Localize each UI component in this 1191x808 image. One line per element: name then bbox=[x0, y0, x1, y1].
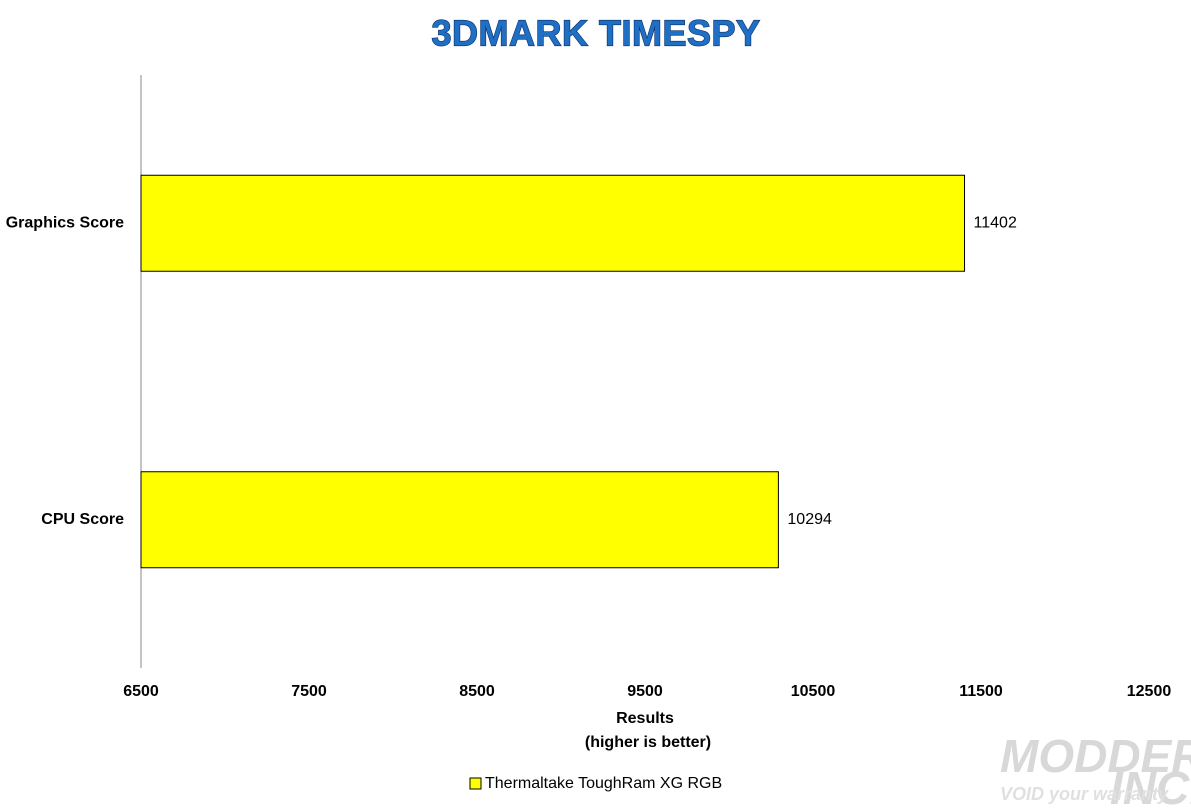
bar bbox=[140, 471, 779, 569]
x-tick-label: 9500 bbox=[627, 683, 663, 700]
x-tick-label: 11500 bbox=[959, 683, 1003, 700]
data-label: 10294 bbox=[787, 511, 832, 528]
bar bbox=[140, 174, 966, 272]
watermark: VOID your warranty bbox=[1000, 784, 1169, 804]
data-label: 11402 bbox=[974, 214, 1017, 231]
x-axis-note: (higher is better) bbox=[585, 734, 711, 751]
x-axis-label: Results bbox=[616, 710, 674, 727]
x-tick-label: 10500 bbox=[791, 683, 836, 700]
watermark: MODDERS bbox=[1000, 730, 1191, 782]
chart-title: 3DMARK TIMESPY bbox=[431, 13, 760, 54]
y-tick-label: CPU Score bbox=[41, 511, 124, 528]
x-tick-label: 7500 bbox=[291, 683, 327, 700]
x-tick-label: 8500 bbox=[459, 683, 495, 700]
watermark: INC. bbox=[1110, 762, 1191, 808]
x-tick-label: 12500 bbox=[1127, 683, 1172, 700]
legend-label: Thermaltake ToughRam XG RGB bbox=[485, 775, 722, 792]
y-tick-label: Graphics Score bbox=[6, 214, 124, 231]
legend-swatch bbox=[469, 777, 482, 790]
x-tick-label: 6500 bbox=[123, 683, 159, 700]
